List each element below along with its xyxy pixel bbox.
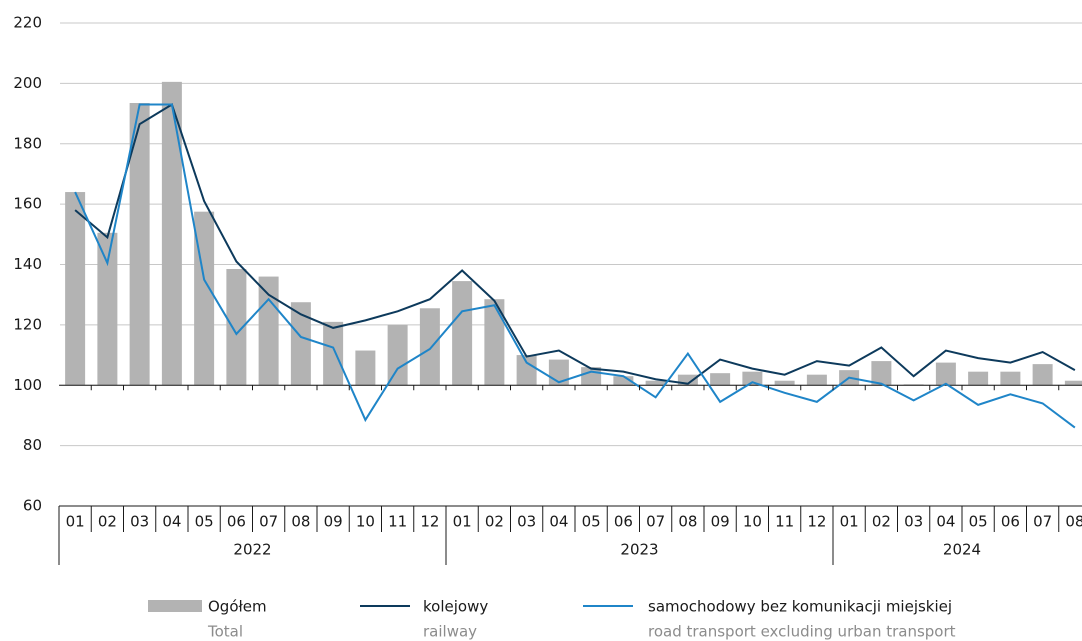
bar: [161, 81, 182, 386]
bar: [419, 308, 440, 386]
x-tick-label: 07: [259, 513, 278, 531]
x-tick-label: 09: [711, 513, 730, 531]
legend-label-en: railway: [423, 623, 477, 641]
y-tick-label: 100: [13, 376, 42, 394]
bar: [452, 281, 473, 386]
bar: [935, 362, 956, 386]
y-tick-label: 80: [23, 436, 42, 454]
bar: [968, 371, 989, 386]
x-tick-label: 06: [227, 513, 246, 531]
x-tick-label: 10: [743, 513, 762, 531]
legend-label: samochodowy bez komunikacji miejskiej: [648, 598, 952, 616]
bar: [323, 321, 344, 386]
y-tick-label: 220: [13, 14, 42, 32]
bar: [742, 371, 763, 386]
x-tick-label: 02: [872, 513, 891, 531]
bar: [484, 299, 505, 386]
x-tick-label: 08: [291, 513, 310, 531]
x-tick-label: 04: [549, 513, 568, 531]
x-tick-label: 12: [807, 513, 826, 531]
x-tick-label: 04: [936, 513, 955, 531]
y-tick-label: 180: [13, 134, 42, 152]
bar: [290, 302, 311, 386]
bar: [871, 361, 892, 386]
x-tick-label: 10: [356, 513, 375, 531]
bar: [613, 376, 634, 386]
year-label: 2024: [943, 541, 981, 559]
legend-label: Ogółem: [208, 598, 267, 616]
y-tick-label: 60: [23, 497, 42, 515]
x-tick-label: 08: [1065, 513, 1082, 531]
bar: [677, 374, 698, 386]
line: [74, 103, 1076, 429]
x-tick-label: 03: [904, 513, 923, 531]
bar: [355, 350, 376, 386]
x-tick-label: 01: [453, 513, 472, 531]
bar: [387, 324, 408, 386]
x-tick-label: 05: [582, 513, 601, 531]
y-tick-label: 140: [13, 255, 42, 273]
x-tick-label: 01: [66, 513, 85, 531]
x-tick-label: 04: [162, 513, 181, 531]
bar: [806, 374, 827, 386]
bar: [710, 373, 731, 386]
y-tick-label: 120: [13, 315, 42, 333]
x-tick-label: 08: [678, 513, 697, 531]
year-label: 2022: [233, 541, 271, 559]
legend-label: kolejowy: [423, 598, 488, 616]
bar: [1032, 364, 1053, 386]
y-tick-label: 200: [13, 74, 42, 92]
bar: [516, 355, 537, 386]
line: [74, 103, 1076, 385]
legend-label-en: road transport excluding urban transport: [648, 623, 956, 641]
x-tick-label: 07: [1033, 513, 1052, 531]
x-tick-label: 01: [840, 513, 859, 531]
x-tick-label: 12: [420, 513, 439, 531]
legend-swatch: [148, 600, 202, 612]
x-tick-label: 11: [388, 513, 407, 531]
legend-label-en: Total: [207, 623, 243, 641]
year-label: 2023: [620, 541, 658, 559]
x-tick-label: 06: [1001, 513, 1020, 531]
bar: [1064, 380, 1082, 386]
bar: [258, 276, 279, 386]
x-tick-label: 06: [614, 513, 633, 531]
x-tick-label: 03: [130, 513, 149, 531]
bar: [97, 232, 118, 386]
x-tick-label: 03: [517, 513, 536, 531]
bar: [774, 380, 795, 386]
bar: [129, 102, 150, 386]
x-tick-label: 02: [485, 513, 504, 531]
y-tick-label: 160: [13, 195, 42, 213]
x-tick-label: 05: [195, 513, 214, 531]
x-tick-label: 11: [775, 513, 794, 531]
x-tick-label: 07: [646, 513, 665, 531]
bar: [226, 269, 247, 386]
x-tick-label: 09: [324, 513, 343, 531]
bar: [1000, 371, 1021, 386]
x-tick-label: 02: [98, 513, 117, 531]
bar: [65, 192, 86, 386]
x-tick-label: 05: [969, 513, 988, 531]
bar: [645, 380, 666, 386]
